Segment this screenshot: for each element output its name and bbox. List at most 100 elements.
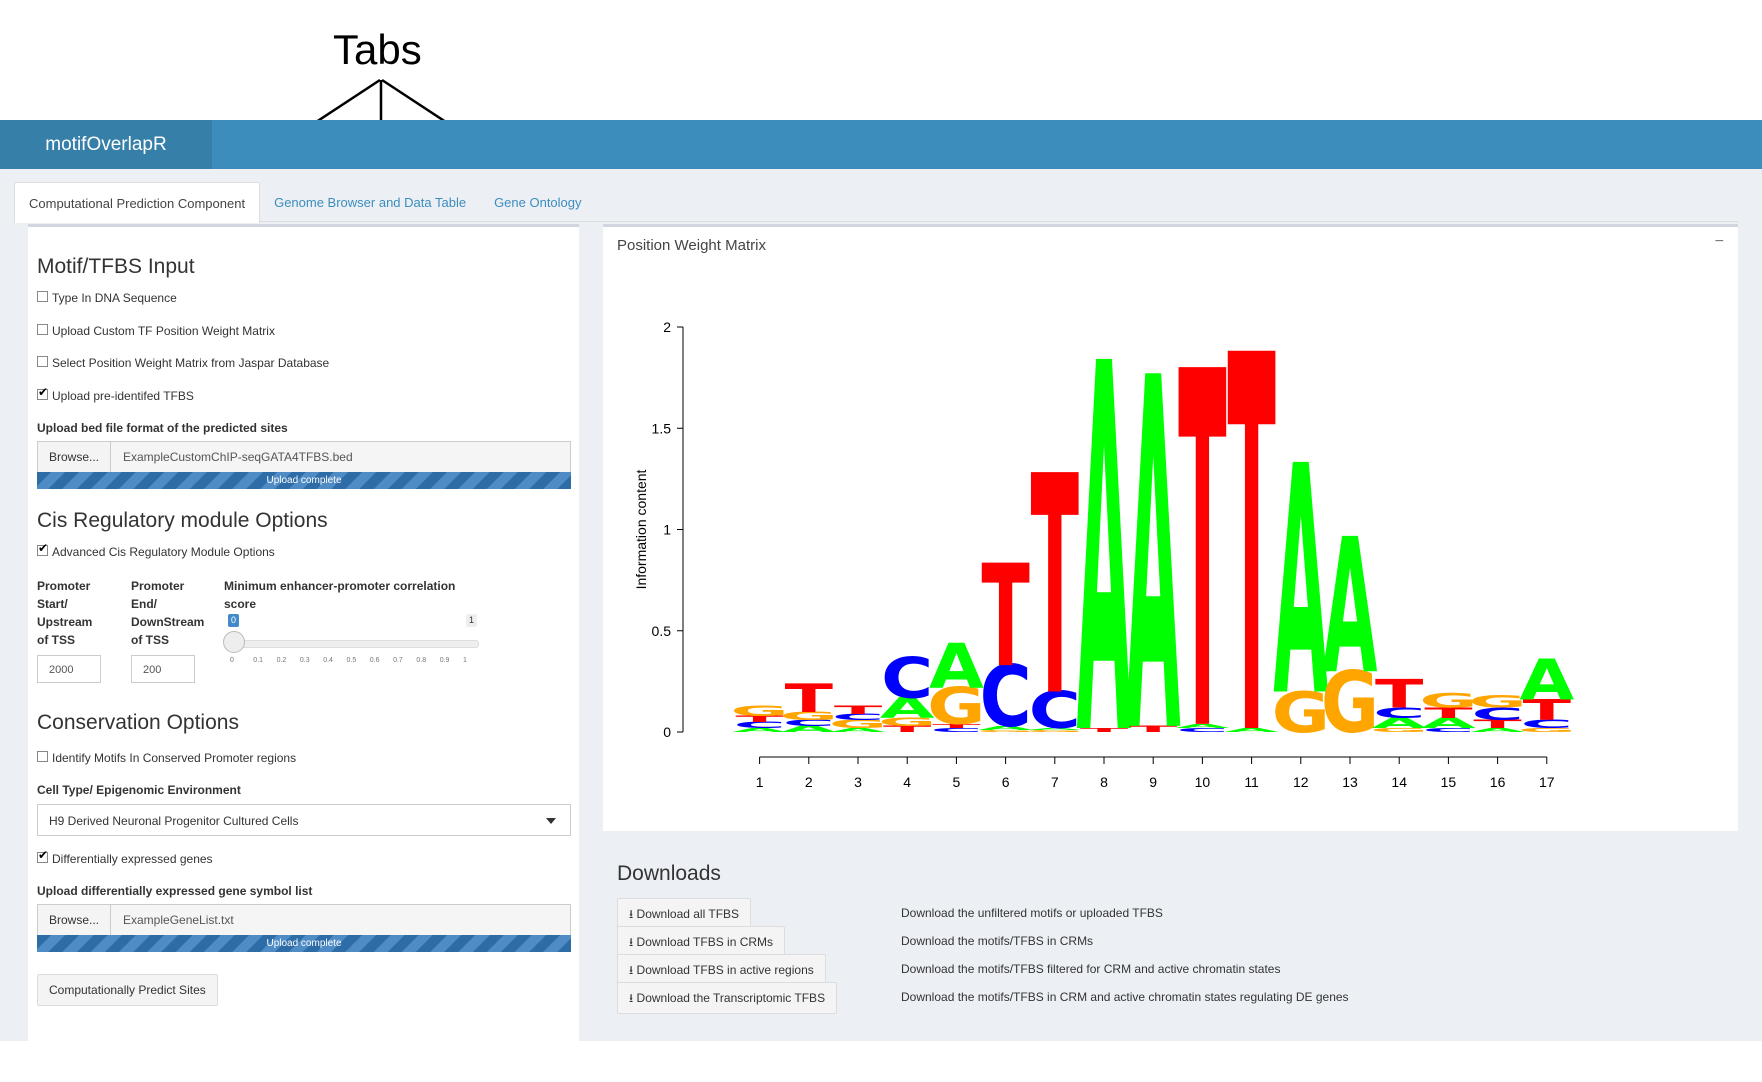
logo-letter-T: T xyxy=(1473,718,1522,731)
x-tick-label: 15 xyxy=(1441,774,1457,787)
x-tick-label: 13 xyxy=(1342,774,1358,787)
download-active-button[interactable]: ⭳ Download TFBS in active regions xyxy=(617,954,826,986)
bed-upload-progress: Upload complete xyxy=(37,472,571,489)
logo-letter-A: A xyxy=(1273,399,1328,766)
checkbox[interactable] xyxy=(37,290,48,302)
download-active-desc: Download the motifs/TFBS filtered for CR… xyxy=(901,962,1281,976)
top-header: motifOverlapR xyxy=(0,120,1762,169)
checkbox-checked[interactable] xyxy=(37,541,48,556)
tab-gene-ontology[interactable]: Gene Ontology xyxy=(494,195,582,210)
download-icon: ⭳ xyxy=(629,907,634,921)
slider-tick-label: 0.8 xyxy=(416,657,427,664)
bed-upload-label: Upload bed file format of the predicted … xyxy=(37,421,288,435)
predict-sites-button[interactable]: Computationally Predict Sites xyxy=(37,974,218,1006)
x-tick-label: 3 xyxy=(854,774,862,787)
gene-list-label: Upload differentially expressed gene sym… xyxy=(37,884,313,898)
checkbox[interactable] xyxy=(37,355,48,367)
logo-letter-A: A xyxy=(929,630,984,703)
promoter-end-input[interactable]: 200 xyxy=(131,655,195,683)
logo-letter-T: T xyxy=(834,703,883,716)
logo-letter-G: G xyxy=(829,718,887,731)
y-tick-label: 1.5 xyxy=(652,420,672,436)
option-jaspar-pwm[interactable]: Select Position Weight Matrix from Jaspa… xyxy=(37,355,329,370)
tab-genome-browser[interactable]: Genome Browser and Data Table xyxy=(274,195,467,210)
logo-letter-A: A xyxy=(1224,727,1279,734)
x-tick-label: 14 xyxy=(1391,774,1407,787)
logo-letter-C: C xyxy=(734,720,786,730)
logo-letter-G: G xyxy=(731,703,789,719)
correlation-slider-handle[interactable] xyxy=(223,631,245,653)
slider-tick-label: 0.3 xyxy=(299,657,310,664)
logo-letter-T: T xyxy=(981,536,1029,699)
download-icon: ⭳ xyxy=(629,935,634,949)
promoter-end-label: Promoter End/ DownStream of TSS xyxy=(131,579,205,647)
promoter-start-input[interactable]: 2000 xyxy=(37,655,101,683)
celltype-select[interactable]: H9 Derived Neuronal Progenitor Cultured … xyxy=(37,804,571,836)
downloads-title: Downloads xyxy=(617,862,721,885)
logo-letter-G: G xyxy=(1469,692,1527,712)
tab-computational-prediction[interactable]: Computational Prediction Component xyxy=(14,182,261,223)
slider-tick-label: 0.9 xyxy=(439,657,450,664)
app-brand[interactable]: motifOverlapR xyxy=(0,120,212,169)
logo-letter-T: T xyxy=(1129,724,1178,734)
slider-tick-label: 1 xyxy=(463,657,467,664)
logo-letter-G: G xyxy=(1370,727,1428,734)
download-crm-button[interactable]: ⭳ Download TFBS in CRMs xyxy=(617,926,786,958)
logo-letter-A: A xyxy=(1323,501,1378,716)
bed-file-input[interactable]: Browse... ExampleCustomChIP-seqGATA4TFBS… xyxy=(37,441,571,473)
download-transcriptomic-button[interactable]: ⭳ Download the Transcriptomic TFBS xyxy=(617,982,838,1014)
logo-letter-C: C xyxy=(1521,718,1573,731)
x-tick-label: 1 xyxy=(756,774,764,787)
download-transcriptomic-desc: Download the motifs/TFBS in CRM and acti… xyxy=(901,990,1349,1004)
y-tick-label: 2 xyxy=(663,319,671,335)
logo-letter-T: T xyxy=(1178,270,1227,787)
logo-letter-A: A xyxy=(781,724,836,734)
logo-letter-C: C xyxy=(1176,727,1228,734)
checkbox-checked[interactable] xyxy=(37,848,48,863)
browse-button[interactable]: Browse... xyxy=(38,442,111,472)
logo-letter-C: C xyxy=(930,727,982,734)
logo-letter-C: C xyxy=(832,712,884,722)
option-de-genes[interactable]: Differentially expressed genes xyxy=(37,848,213,866)
logo-letter-A: A xyxy=(1470,727,1525,734)
x-tick-label: 4 xyxy=(903,774,911,787)
collapse-icon[interactable]: − xyxy=(1714,233,1724,250)
gene-upload-progress: Upload complete xyxy=(37,935,571,952)
y-tick-label: 1 xyxy=(663,522,671,538)
download-icon: ⭳ xyxy=(629,963,634,977)
logo-letter-A: A xyxy=(1175,723,1230,730)
results-panel: Position Weight Matrix − 0 0.5 1 1.5 2 Inform… xyxy=(603,224,1738,1041)
slider-tick-label: 0 xyxy=(230,657,234,664)
option-dna-sequence[interactable]: Type In DNA Sequence xyxy=(37,290,177,305)
download-all-button[interactable]: ⭳ Download all TFBS xyxy=(617,898,752,930)
option-upload-tfbs[interactable]: Upload pre-identifed TFBS xyxy=(37,385,194,403)
gene-file-input[interactable]: Browse... ExampleGeneList.txt xyxy=(37,904,571,936)
logo-letter-A: A xyxy=(1027,727,1082,730)
y-tick-label: 0 xyxy=(663,724,671,740)
browse-button[interactable]: Browse... xyxy=(38,905,111,935)
correlation-slider-track[interactable] xyxy=(229,640,479,648)
logo-letter-G: G xyxy=(1321,655,1379,752)
logo-letter-T: T xyxy=(1375,671,1423,717)
slider-max-badge: 1 xyxy=(466,614,478,627)
option-custom-pwm[interactable]: Upload Custom TF Position Weight Matrix xyxy=(37,323,275,338)
logo-letter-G: G xyxy=(1026,729,1084,732)
x-tick-label: 16 xyxy=(1490,774,1506,787)
logo-letter-G: G xyxy=(1518,727,1576,734)
logo-letter-T: T xyxy=(735,714,784,724)
logo-letter-T: T xyxy=(1080,727,1129,734)
option-conserved-promoter[interactable]: Identify Motifs In Conserved Promoter re… xyxy=(37,750,296,765)
x-tick-label: 17 xyxy=(1539,774,1555,787)
logo-letter-C: C xyxy=(881,647,933,712)
checkbox-checked[interactable] xyxy=(37,385,48,400)
checkbox[interactable] xyxy=(37,323,48,335)
logo-letter-T: T xyxy=(785,675,833,721)
checkbox[interactable] xyxy=(37,750,48,762)
tab-bar: Computational Prediction Component Genom… xyxy=(14,182,596,223)
x-tick-label: 10 xyxy=(1195,774,1211,787)
option-advanced-crm[interactable]: Advanced Cis Regulatory Module Options xyxy=(37,541,275,559)
logo-letter-C: C xyxy=(1029,681,1081,740)
logo-letter-T: T xyxy=(1227,267,1276,787)
logo-letter-G: G xyxy=(878,716,936,729)
